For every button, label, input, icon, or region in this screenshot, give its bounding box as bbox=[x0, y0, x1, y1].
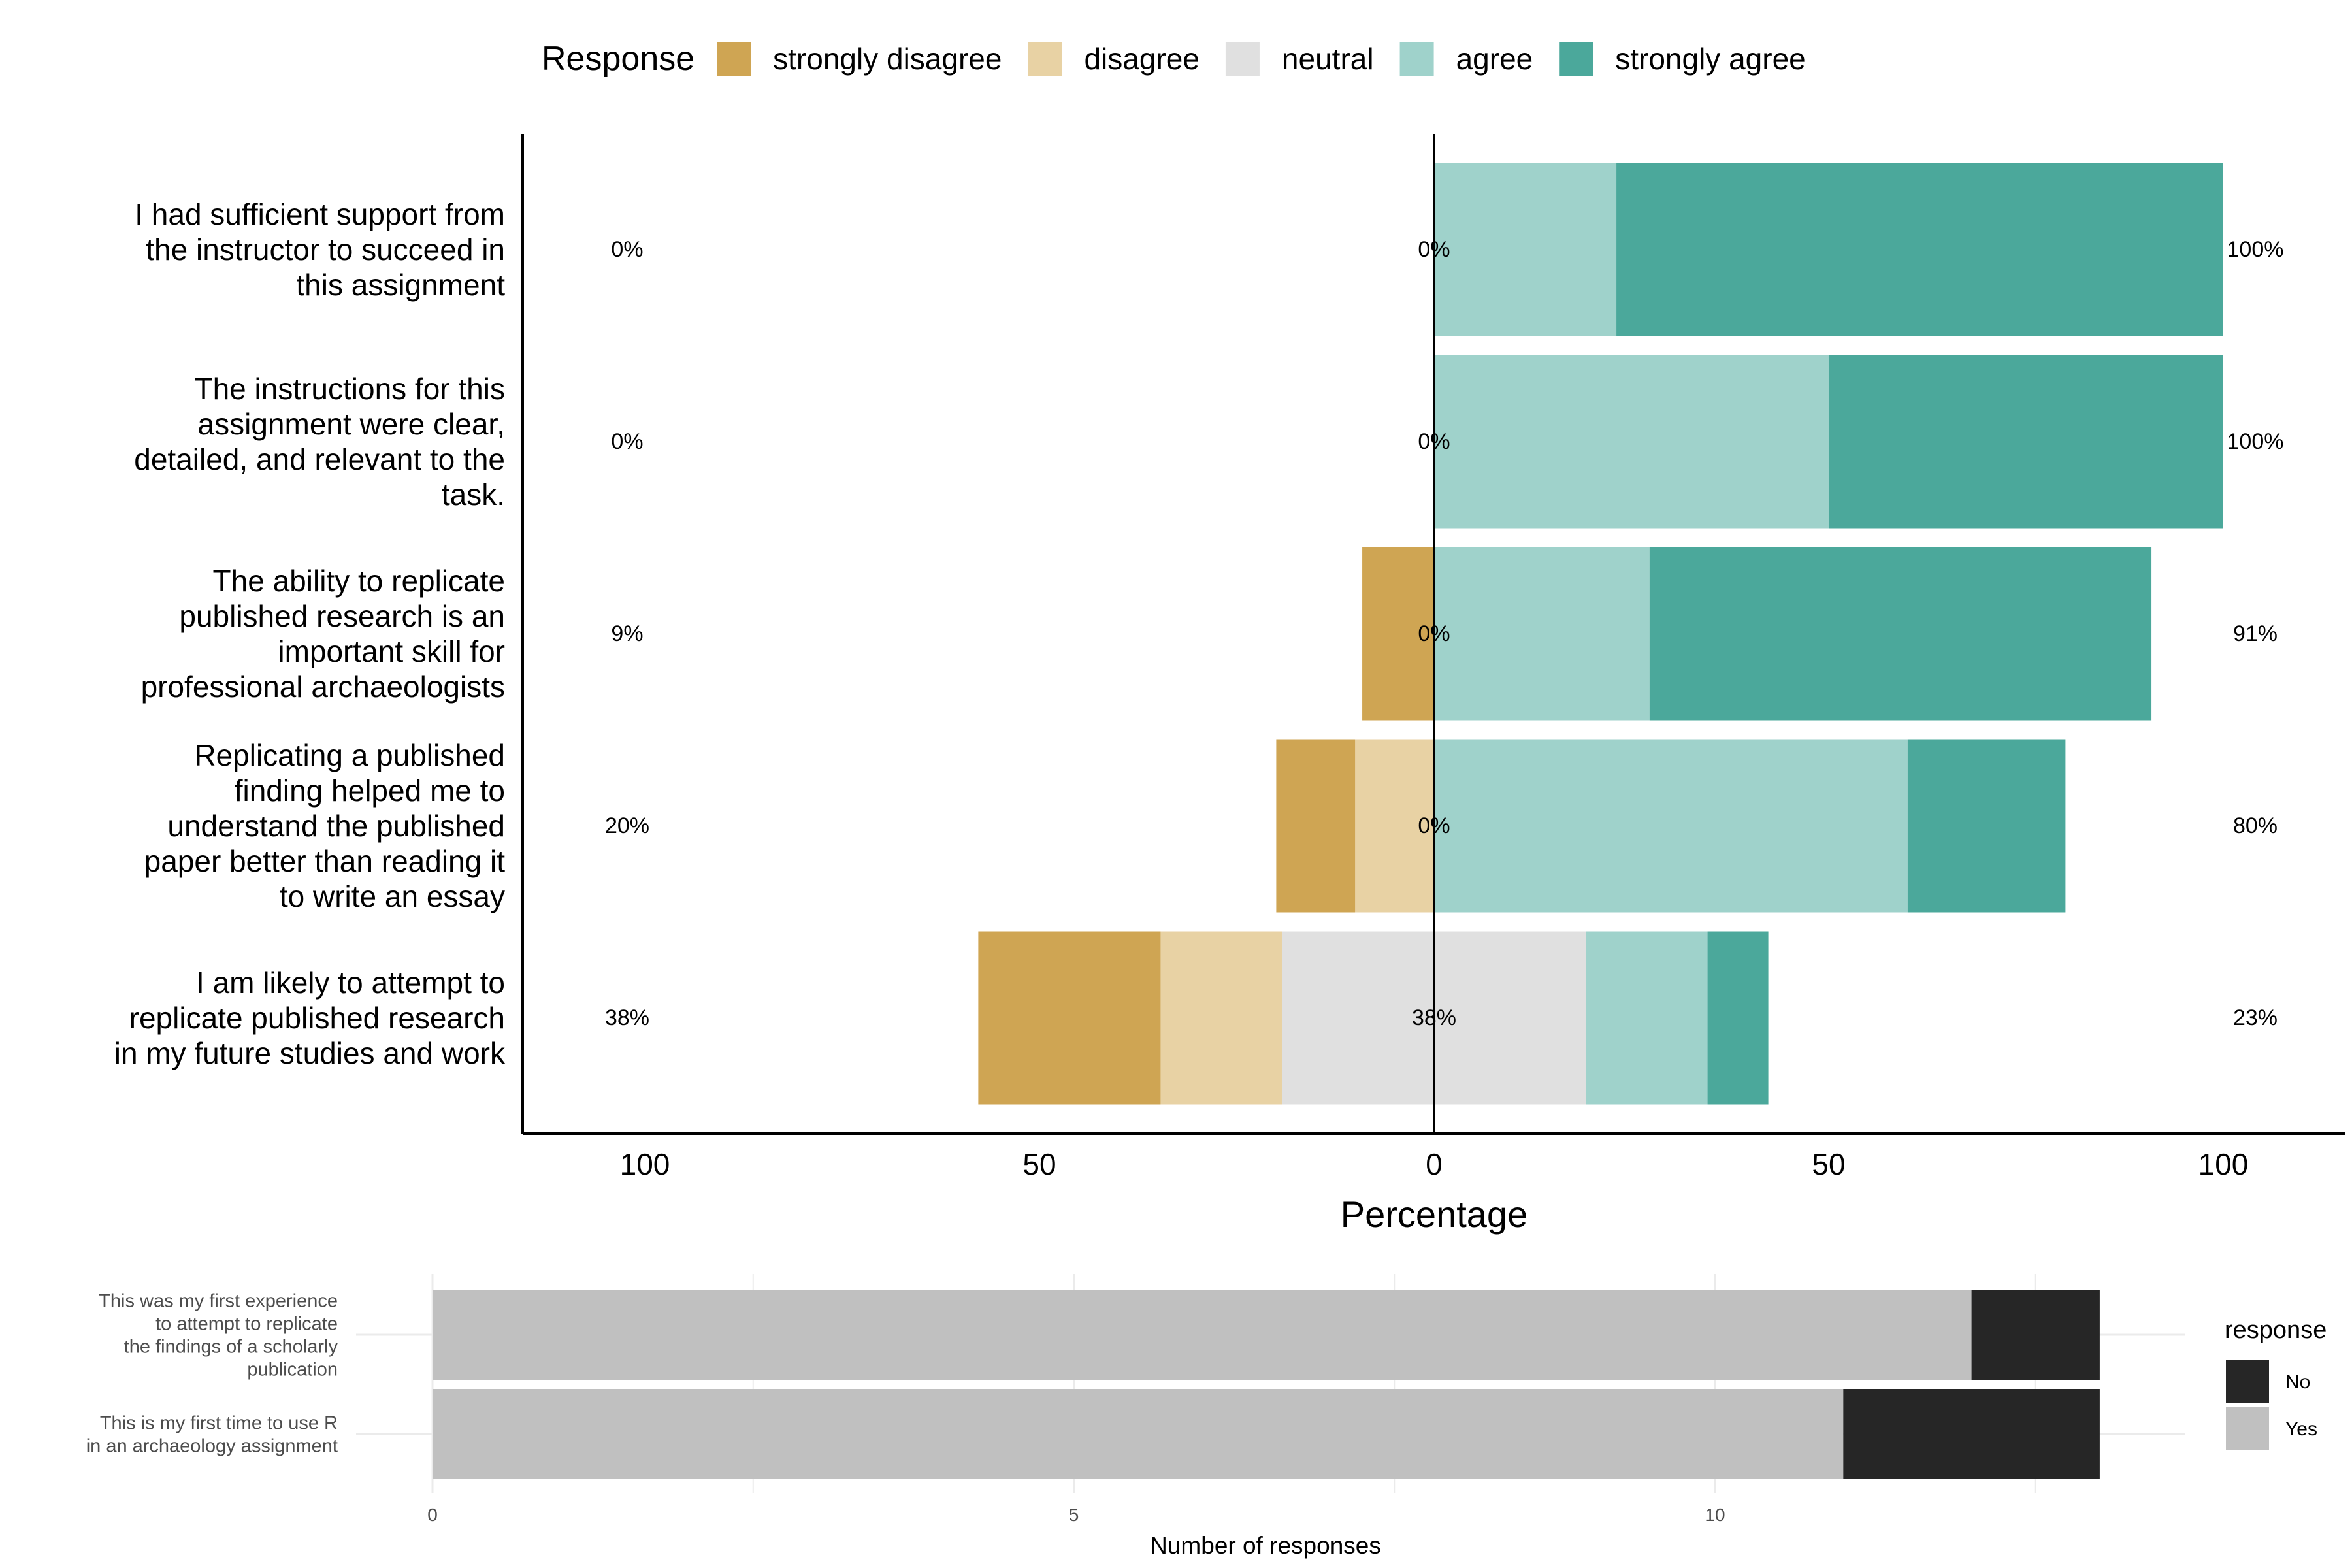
bar-strongly-agree-row-2 bbox=[1829, 355, 2223, 529]
bar-agree-row-3 bbox=[1434, 547, 1650, 721]
category-label-1: I had sufficient support from the instruc… bbox=[135, 197, 505, 302]
legend-key-strongly-disagree bbox=[717, 42, 751, 76]
summary-center-row-4: 0% bbox=[1418, 813, 1450, 838]
bar-strongly-agree-row-3 bbox=[1649, 547, 2152, 721]
x-tick-label-4: 50 bbox=[1812, 1147, 1845, 1181]
bar-strongly-agree-row-1 bbox=[1616, 163, 2223, 336]
category-label-2: The instructions for this assignment were… bbox=[134, 372, 505, 512]
bar-agree-row-2 bbox=[1434, 355, 1829, 529]
count-legend-label-yes: Yes bbox=[2285, 1418, 2317, 1440]
category-label-4: Replicating a published finding helped me… bbox=[144, 738, 506, 913]
legend-key-disagree bbox=[1028, 42, 1062, 76]
summary-center-row-5: 38% bbox=[1412, 1005, 1456, 1030]
bar-strongly-disagree-row-5 bbox=[978, 931, 1161, 1105]
summary-left-row-1: 0% bbox=[611, 237, 643, 262]
bar-strongly-agree-row-5 bbox=[1707, 931, 1769, 1105]
likert-plot: I had sufficient support from the instruc… bbox=[114, 134, 2345, 1235]
summary-left-row-3: 9% bbox=[611, 621, 643, 646]
summary-left-row-4: 20% bbox=[605, 813, 649, 838]
bar-agree-row-5 bbox=[1586, 931, 1708, 1105]
bar-strongly-disagree-row-3 bbox=[1362, 547, 1434, 721]
legend-title: Response bbox=[542, 40, 694, 78]
x-tick-label-5: 100 bbox=[2198, 1147, 2249, 1181]
x-tick-label-1: 100 bbox=[620, 1147, 670, 1181]
legend-label-strongly-agree: strongly agree bbox=[1615, 42, 1806, 76]
x-tick-label-2: 50 bbox=[1022, 1147, 1056, 1181]
summary-left-row-2: 0% bbox=[611, 429, 643, 454]
count-bar-no-row-1 bbox=[1971, 1290, 2100, 1380]
count-bar-yes-row-1 bbox=[433, 1290, 1972, 1380]
x-tick-label-3: 0 bbox=[1426, 1147, 1443, 1181]
count-bar-yes-row-2 bbox=[433, 1389, 1844, 1479]
summary-right-row-2: 100% bbox=[2227, 429, 2284, 454]
count-legend-title: response bbox=[2225, 1316, 2327, 1344]
legend-label-agree: agree bbox=[1456, 42, 1533, 76]
count-legend-key-no bbox=[2226, 1360, 2269, 1403]
count-x-tick-1: 0 bbox=[427, 1505, 438, 1525]
count-plot: This was my first experience to attempt t… bbox=[86, 1274, 2185, 1559]
summary-center-row-3: 0% bbox=[1418, 621, 1450, 646]
summary-left-row-5: 38% bbox=[605, 1005, 649, 1030]
likert-legend: Response strongly disagree disagree neutral… bbox=[542, 40, 1806, 78]
legend-label-neutral: neutral bbox=[1282, 42, 1374, 76]
summary-right-row-5: 23% bbox=[2233, 1005, 2278, 1030]
count-legend-label-no: No bbox=[2285, 1371, 2310, 1393]
bar-disagree-row-4 bbox=[1355, 739, 1434, 913]
bar-disagree-row-5 bbox=[1160, 931, 1282, 1105]
bar-agree-row-4 bbox=[1434, 739, 1908, 913]
legend-key-neutral bbox=[1225, 42, 1260, 76]
summary-right-row-4: 80% bbox=[2233, 813, 2278, 838]
bar-agree-row-1 bbox=[1434, 163, 1617, 336]
x-axis-title: Percentage bbox=[1341, 1194, 1527, 1235]
count-legend: response No Yes bbox=[2225, 1316, 2327, 1450]
summary-center-row-1: 0% bbox=[1418, 237, 1450, 262]
count-x-tick-3: 10 bbox=[1705, 1505, 1725, 1525]
summary-right-row-1: 100% bbox=[2227, 237, 2284, 262]
category-label-5: I am likely to attempt to replicate publi… bbox=[114, 966, 506, 1070]
legend-label-strongly-disagree: strongly disagree bbox=[773, 42, 1002, 76]
bar-strongly-agree-row-4 bbox=[1907, 739, 2066, 913]
legend-label-disagree: disagree bbox=[1084, 42, 1199, 76]
count-x-axis-title: Number of responses bbox=[1150, 1532, 1381, 1559]
legend-key-agree bbox=[1399, 42, 1434, 76]
summary-center-row-2: 0% bbox=[1418, 429, 1450, 454]
count-legend-key-yes bbox=[2226, 1407, 2269, 1450]
category-label-3: The ability to replicate published resear… bbox=[141, 564, 505, 704]
count-category-label-1: This was my first experience to attempt t… bbox=[99, 1291, 338, 1380]
count-bar-no-row-2 bbox=[1843, 1389, 2100, 1479]
bar-strongly-disagree-row-4 bbox=[1276, 739, 1356, 913]
legend-key-strongly-agree bbox=[1559, 42, 1593, 76]
summary-right-row-3: 91% bbox=[2233, 621, 2278, 646]
count-x-tick-2: 5 bbox=[1069, 1505, 1079, 1525]
